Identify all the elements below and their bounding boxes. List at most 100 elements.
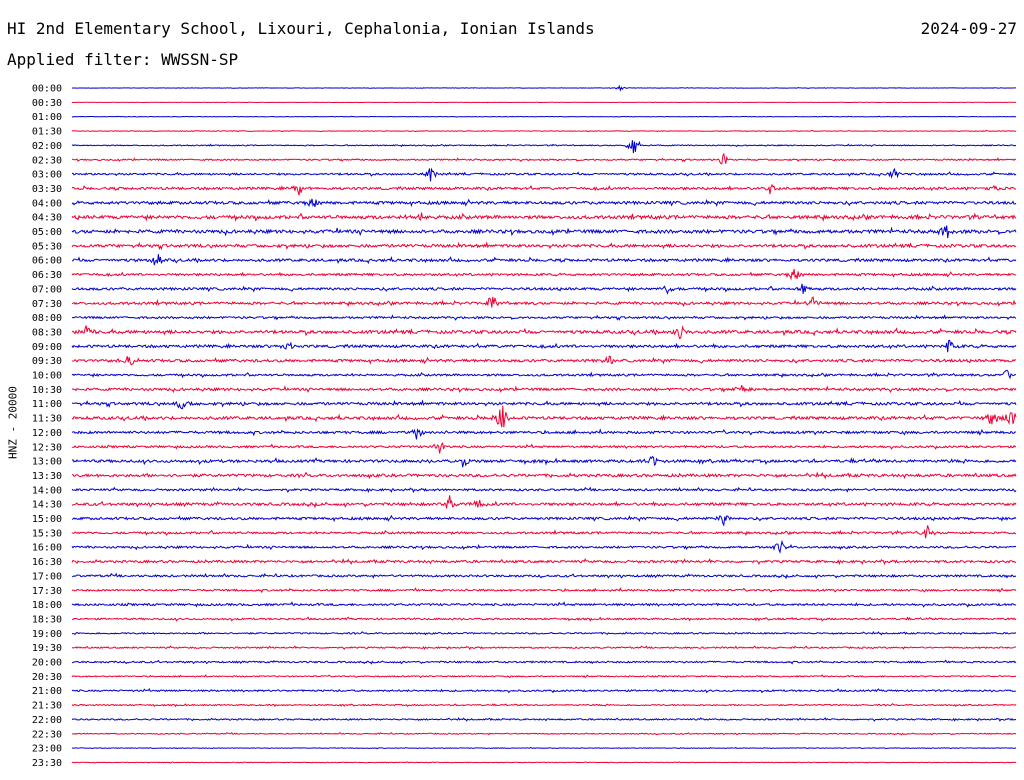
row-label-2300: 23:00 — [32, 744, 62, 755]
row-label-2330: 23:30 — [32, 758, 62, 769]
row-label-0800: 08:00 — [32, 313, 62, 324]
trace-2000 — [71, 659, 1017, 665]
row-label-1000: 10:00 — [32, 371, 62, 382]
trace-0630 — [71, 268, 1017, 281]
row-label-0330: 03:30 — [32, 184, 62, 195]
row-label-2130: 21:30 — [32, 701, 62, 712]
trace-0200 — [71, 140, 1017, 154]
row-label-1500: 15:00 — [32, 514, 62, 525]
row-label-1130: 11:30 — [32, 414, 62, 425]
row-label-0300: 03:00 — [32, 170, 62, 181]
trace-0800 — [71, 314, 1017, 321]
trace-1030 — [71, 385, 1017, 394]
row-label-0130: 01:30 — [32, 127, 62, 138]
trace-0000 — [71, 84, 1017, 92]
row-label-0230: 02:30 — [32, 155, 62, 166]
row-label-2000: 20:00 — [32, 658, 62, 669]
row-label-1800: 18:00 — [32, 600, 62, 611]
trace-1930 — [71, 645, 1017, 651]
row-label-1900: 19:00 — [32, 629, 62, 640]
row-label-0100: 01:00 — [32, 112, 62, 123]
trace-2300 — [71, 746, 1017, 750]
row-label-1400: 14:00 — [32, 485, 62, 496]
trace-1630 — [71, 558, 1017, 566]
row-label-1030: 10:30 — [32, 385, 62, 396]
trace-1500 — [71, 514, 1017, 527]
station-title: HI 2nd Elementary School, Lixouri, Cepha… — [7, 19, 595, 38]
row-label-2200: 22:00 — [32, 715, 62, 726]
row-label-0830: 08:30 — [32, 327, 62, 338]
trace-0130 — [71, 129, 1017, 133]
trace-1700 — [71, 572, 1017, 580]
trace-2330 — [71, 761, 1017, 764]
row-label-1300: 13:00 — [32, 457, 62, 468]
trace-1230 — [71, 441, 1017, 454]
row-label-0400: 04:00 — [32, 198, 62, 209]
row-label-1430: 14:30 — [32, 500, 62, 511]
row-label-1100: 11:00 — [32, 399, 62, 410]
trace-0730 — [71, 296, 1017, 308]
row-label-1730: 17:30 — [32, 586, 62, 597]
row-label-0600: 06:00 — [32, 256, 62, 267]
trace-1100 — [71, 399, 1017, 410]
trace-0830 — [71, 325, 1017, 340]
row-label-1200: 12:00 — [32, 428, 62, 439]
row-label-0500: 05:00 — [32, 227, 62, 238]
row-label-0930: 09:30 — [32, 356, 62, 367]
trace-1600 — [71, 539, 1017, 554]
trace-0600 — [71, 254, 1017, 266]
row-label-2030: 20:30 — [32, 672, 62, 683]
trace-0400 — [71, 198, 1017, 208]
trace-0530 — [71, 241, 1017, 251]
trace-0700 — [71, 283, 1017, 295]
trace-0030 — [71, 101, 1017, 104]
row-label-0530: 05:30 — [32, 241, 62, 252]
trace-1000 — [71, 369, 1017, 380]
row-label-1700: 17:00 — [32, 571, 62, 582]
row-label-1830: 18:30 — [32, 614, 62, 625]
trace-1830 — [71, 616, 1017, 622]
row-label-1230: 12:30 — [32, 442, 62, 453]
trace-1900 — [71, 630, 1017, 636]
row-label-1600: 16:00 — [32, 543, 62, 554]
row-label-2100: 21:00 — [32, 686, 62, 697]
row-label-1930: 19:30 — [32, 643, 62, 654]
trace-0930 — [71, 355, 1017, 366]
row-label-0630: 06:30 — [32, 270, 62, 281]
trace-1130 — [71, 405, 1017, 428]
row-label-2230: 22:30 — [32, 729, 62, 740]
trace-1200 — [71, 428, 1017, 440]
trace-1530 — [71, 525, 1017, 539]
filter-label: Applied filter: WWSSN-SP — [7, 50, 239, 69]
trace-1400 — [71, 486, 1017, 494]
trace-0230 — [71, 152, 1017, 165]
trace-0500 — [71, 225, 1017, 239]
trace-1730 — [71, 587, 1017, 594]
trace-2100 — [71, 687, 1017, 694]
row-label-1630: 16:30 — [32, 557, 62, 568]
row-label-1530: 15:30 — [32, 528, 62, 539]
trace-0900 — [71, 339, 1017, 353]
trace-0300 — [71, 167, 1017, 182]
trace-2030 — [71, 674, 1017, 679]
trace-1300 — [71, 455, 1017, 468]
trace-0330 — [71, 183, 1017, 196]
trace-0430 — [71, 212, 1017, 223]
trace-2130 — [71, 703, 1017, 708]
row-label-1330: 13:30 — [32, 471, 62, 482]
trace-0100 — [71, 115, 1017, 118]
row-label-0900: 09:00 — [32, 342, 62, 353]
trace-2200 — [71, 717, 1017, 722]
row-label-0700: 07:00 — [32, 284, 62, 295]
row-label-0430: 04:30 — [32, 213, 62, 224]
trace-2230 — [71, 731, 1017, 736]
trace-1330 — [71, 471, 1017, 480]
date-label: 2024-09-27 — [920, 19, 1017, 38]
row-label-0000: 00:00 — [32, 84, 62, 95]
trace-1800 — [71, 601, 1017, 608]
row-label-0200: 02:00 — [32, 141, 62, 152]
row-label-0730: 07:30 — [32, 299, 62, 310]
trace-1430 — [71, 495, 1017, 509]
row-label-0030: 00:30 — [32, 98, 62, 109]
